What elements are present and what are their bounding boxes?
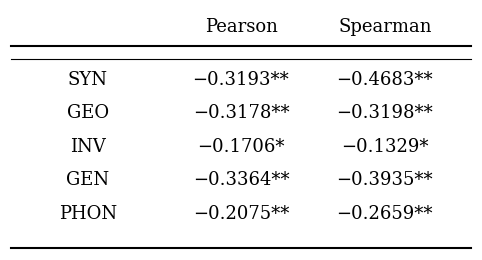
Text: Spearman: Spearman bbox=[338, 18, 431, 36]
Text: GEN: GEN bbox=[66, 171, 109, 189]
Text: −0.4683**: −0.4683** bbox=[336, 71, 433, 89]
Text: −0.3178**: −0.3178** bbox=[193, 104, 289, 122]
Text: −0.3364**: −0.3364** bbox=[193, 171, 289, 189]
Text: PHON: PHON bbox=[59, 205, 117, 223]
Text: SYN: SYN bbox=[67, 71, 107, 89]
Text: −0.1329*: −0.1329* bbox=[341, 138, 428, 156]
Text: GEO: GEO bbox=[67, 104, 109, 122]
Text: Pearson: Pearson bbox=[204, 18, 278, 36]
Text: −0.3193**: −0.3193** bbox=[193, 71, 289, 89]
Text: −0.2659**: −0.2659** bbox=[336, 205, 433, 223]
Text: −0.1706*: −0.1706* bbox=[197, 138, 285, 156]
Text: INV: INV bbox=[70, 138, 106, 156]
Text: −0.2075**: −0.2075** bbox=[193, 205, 289, 223]
Text: −0.3198**: −0.3198** bbox=[336, 104, 433, 122]
Text: −0.3935**: −0.3935** bbox=[336, 171, 433, 189]
